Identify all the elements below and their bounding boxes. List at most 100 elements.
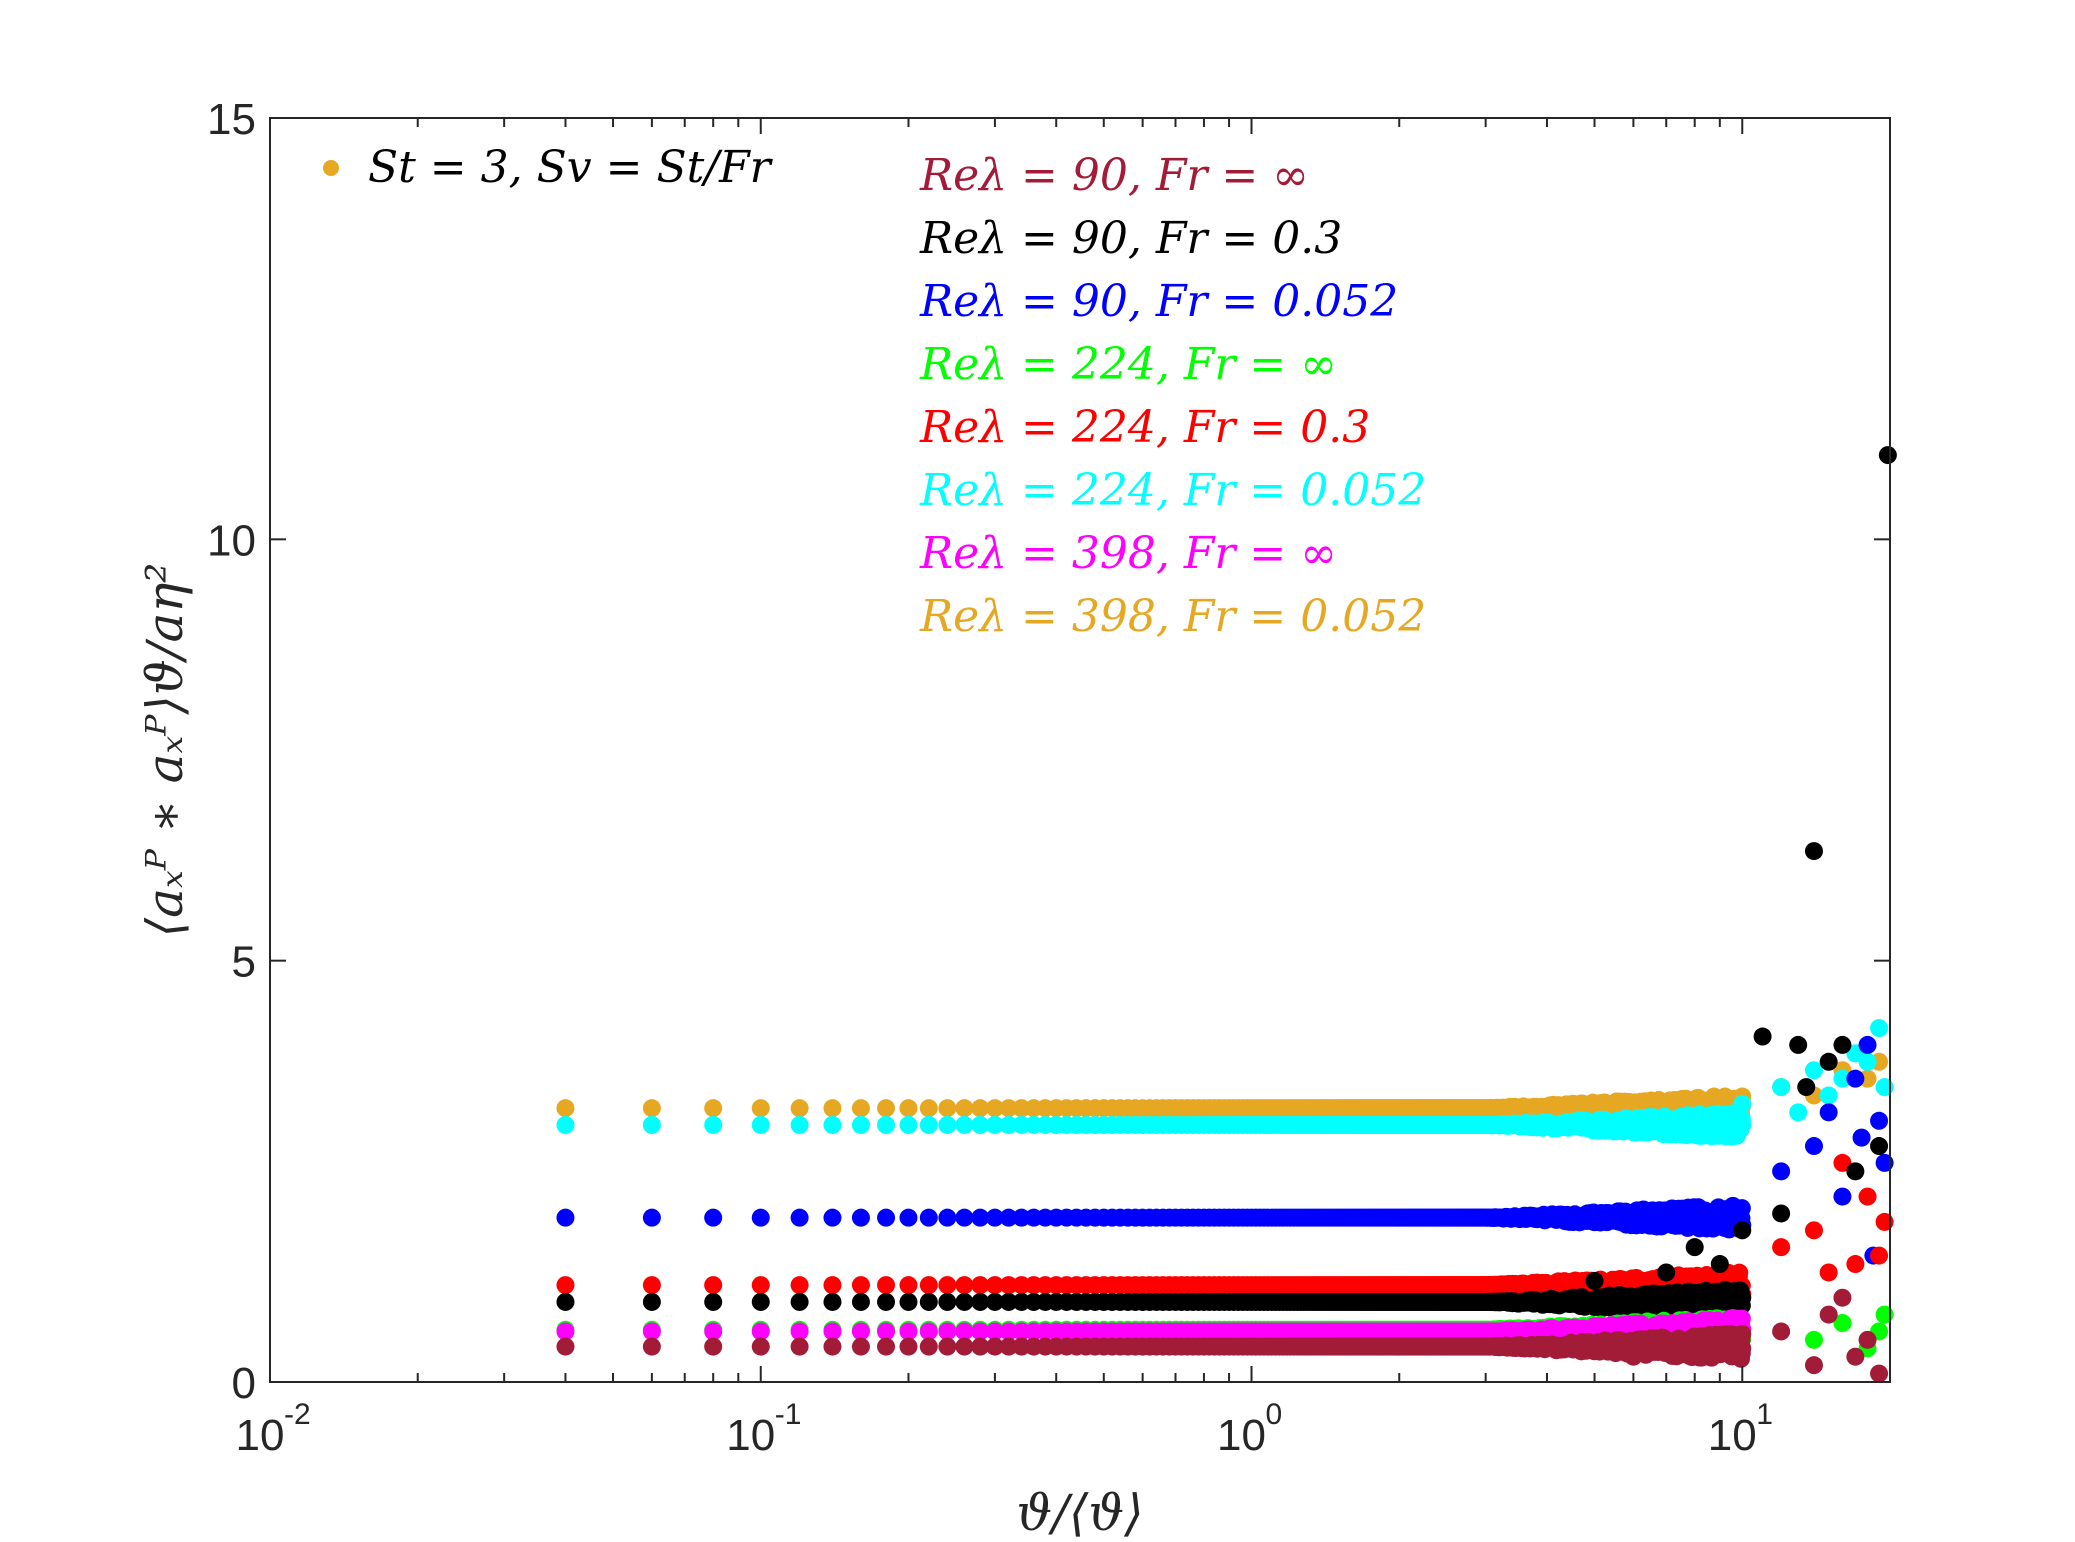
data-point xyxy=(1870,1111,1889,1130)
data-point xyxy=(851,1208,870,1227)
x-tick-label: 10 xyxy=(1217,1411,1266,1460)
data-point xyxy=(704,1276,723,1295)
data-point xyxy=(642,1337,661,1356)
data-point xyxy=(790,1099,809,1118)
data-point xyxy=(1833,1314,1852,1333)
data-point xyxy=(851,1322,870,1341)
data-point xyxy=(877,1115,896,1134)
data-point xyxy=(751,1276,770,1295)
data-point xyxy=(851,1276,870,1295)
data-point xyxy=(877,1292,896,1311)
data-point xyxy=(556,1337,575,1356)
data-point xyxy=(1878,446,1897,465)
legend-entry: Reλ = 224, Fr = ∞ xyxy=(919,339,1337,390)
data-point xyxy=(971,1099,990,1118)
data-point xyxy=(751,1337,770,1356)
data-point xyxy=(642,1115,661,1134)
data-point xyxy=(1733,1115,1752,1134)
x-tick-label: 10 xyxy=(726,1411,775,1460)
data-point xyxy=(985,1099,1004,1118)
x-axis-title: ϑ/⟨ϑ⟩ xyxy=(1016,1484,1143,1542)
data-point xyxy=(899,1208,918,1227)
data-point xyxy=(823,1208,842,1227)
y-tick-label: 15 xyxy=(207,95,256,144)
data-point xyxy=(985,1276,1004,1295)
legend-entry: Reλ = 90, Fr = ∞ xyxy=(919,150,1309,201)
data-point xyxy=(1819,1103,1838,1122)
data-point xyxy=(1733,1325,1752,1344)
data-point xyxy=(999,1208,1018,1227)
data-point xyxy=(971,1208,990,1227)
data-point xyxy=(642,1099,661,1118)
data-point xyxy=(1833,1069,1852,1088)
data-point xyxy=(1804,842,1823,861)
data-point xyxy=(1772,1322,1791,1341)
data-point xyxy=(823,1276,842,1295)
data-point xyxy=(877,1322,896,1341)
data-point xyxy=(1833,1153,1852,1172)
axes-box xyxy=(269,117,1891,1383)
series-markers xyxy=(556,1019,1894,1146)
data-point xyxy=(1772,1078,1791,1097)
data-point xyxy=(985,1292,1004,1311)
data-point xyxy=(1733,1288,1752,1307)
data-point xyxy=(751,1208,770,1227)
data-point xyxy=(1858,1330,1877,1349)
data-point xyxy=(1846,1069,1865,1088)
data-point xyxy=(1870,1137,1889,1156)
data-point xyxy=(971,1292,990,1311)
legend-entry: Reλ = 90, Fr = 0.052 xyxy=(919,276,1398,327)
data-point xyxy=(919,1276,938,1295)
data-point xyxy=(704,1322,723,1341)
data-point xyxy=(1819,1305,1838,1324)
data-point xyxy=(1624,1347,1643,1366)
x-tick-label: 10 xyxy=(1708,1411,1757,1460)
data-point xyxy=(938,1292,957,1311)
data-point xyxy=(999,1322,1018,1341)
data-point xyxy=(851,1115,870,1134)
legend-entry: Reλ = 398, Fr = 0.052 xyxy=(919,591,1426,642)
data-point xyxy=(1789,1035,1808,1054)
data-point xyxy=(938,1208,957,1227)
data-point xyxy=(790,1115,809,1134)
data-point xyxy=(899,1115,918,1134)
x-tick-label-exponent: -2 xyxy=(284,1398,311,1431)
data-point xyxy=(1733,1221,1752,1240)
data-point xyxy=(1833,1035,1852,1054)
data-point xyxy=(955,1208,974,1227)
data-point xyxy=(823,1292,842,1311)
data-point xyxy=(1772,1238,1791,1257)
data-point xyxy=(1804,1356,1823,1375)
data-point xyxy=(1870,1364,1889,1383)
x-tick-label-exponent: -1 xyxy=(775,1398,802,1431)
data-point xyxy=(642,1322,661,1341)
data-point xyxy=(971,1322,990,1341)
legend-entry: Reλ = 90, Fr = 0.3 xyxy=(919,213,1342,264)
data-point xyxy=(919,1292,938,1311)
data-point xyxy=(938,1115,957,1134)
data-point xyxy=(877,1099,896,1118)
data-point xyxy=(955,1115,974,1134)
data-point xyxy=(556,1099,575,1118)
data-point xyxy=(851,1099,870,1118)
data-point xyxy=(938,1322,957,1341)
data-point xyxy=(919,1337,938,1356)
data-markers xyxy=(556,446,1897,1383)
data-point xyxy=(1804,1330,1823,1349)
data-point xyxy=(704,1208,723,1227)
data-point xyxy=(851,1337,870,1356)
data-point xyxy=(1833,1187,1852,1206)
data-point xyxy=(1846,1162,1865,1181)
data-point xyxy=(1657,1263,1676,1282)
data-point xyxy=(985,1322,1004,1341)
data-point xyxy=(877,1337,896,1356)
data-point xyxy=(971,1276,990,1295)
data-point xyxy=(919,1115,938,1134)
series-markers xyxy=(556,1288,1889,1383)
series-markers xyxy=(556,1035,1894,1265)
data-point xyxy=(999,1292,1018,1311)
data-point xyxy=(1870,1019,1889,1038)
data-point xyxy=(899,1099,918,1118)
data-point xyxy=(999,1099,1018,1118)
